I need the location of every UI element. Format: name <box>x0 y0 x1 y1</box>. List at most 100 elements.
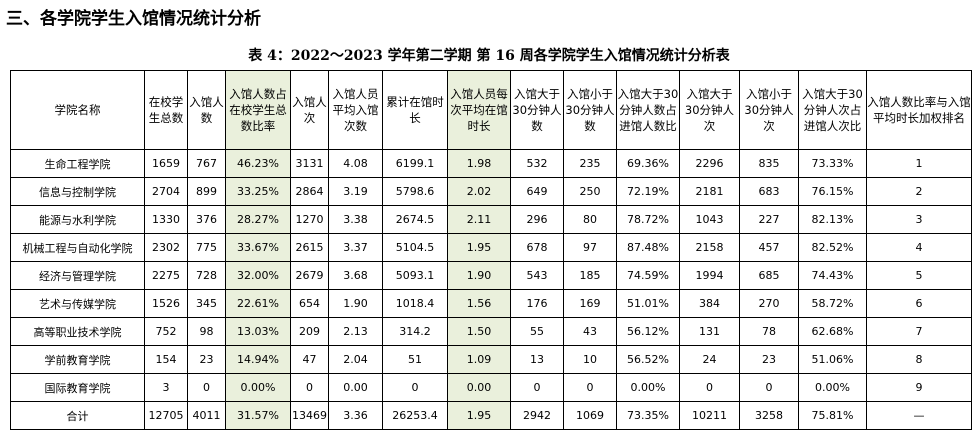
under30-visits-cell: 683 <box>739 177 799 206</box>
under30-people-cell: 43 <box>563 317 617 346</box>
visitors-cell: 728 <box>187 261 226 290</box>
total-students-cell: 1330 <box>144 205 188 234</box>
total-duration-cell: 0 <box>382 373 448 402</box>
college-name-cell: 学前教育学院 <box>10 345 145 374</box>
college-name-cell: 经济与管理学院 <box>10 261 145 290</box>
over30-people-ratio-cell: 0.00% <box>616 373 680 402</box>
total-duration-cell: 5798.6 <box>382 177 448 206</box>
visitors-cell: 4011 <box>187 401 226 430</box>
header-college-name: 学院名称 <box>10 70 145 150</box>
over30-people-cell: 543 <box>510 261 564 290</box>
over30-visits-ratio-cell: 75.81% <box>798 401 867 430</box>
over30-people-ratio-cell: 73.35% <box>616 401 680 430</box>
under30-people-cell: 97 <box>563 233 617 262</box>
visits-cell: 654 <box>290 289 329 318</box>
avg-visits-cell: 4.08 <box>328 149 383 178</box>
over30-visits-cell: 10211 <box>679 401 740 430</box>
under30-people-cell: 185 <box>563 261 617 290</box>
college-name-cell: 高等职业技术学院 <box>10 317 145 346</box>
college-name-cell: 国际教育学院 <box>10 373 145 402</box>
over30-people-cell: 296 <box>510 205 564 234</box>
weighted-rank-cell: — <box>866 401 972 430</box>
over30-visits-cell: 2158 <box>679 233 740 262</box>
weighted-rank-cell: 3 <box>866 205 972 234</box>
avg-visits-cell: 3.37 <box>328 233 383 262</box>
total-duration-cell: 6199.1 <box>382 149 448 178</box>
visits-cell: 47 <box>290 345 329 374</box>
total-students-cell: 1659 <box>144 149 188 178</box>
over30-visits-ratio-cell: 82.13% <box>798 205 867 234</box>
table-row: 经济与管理学院 2275 728 32.00% 2679 3.68 5093.1 1.90 54… <box>10 261 972 290</box>
visitor-ratio-cell: 32.00% <box>225 261 291 290</box>
total-students-cell: 2275 <box>144 261 188 290</box>
under30-people-cell: 80 <box>563 205 617 234</box>
weighted-rank-cell: 5 <box>866 261 972 290</box>
avg-duration-cell: 1.90 <box>447 261 511 290</box>
header-over30-visits-ratio: 入馆大于30分钟人次占进馆人次比 <box>798 70 867 150</box>
section-title: 三、各学院学生入馆情况统计分析 <box>6 9 261 29</box>
over30-people-cell: 2942 <box>510 401 564 430</box>
weighted-rank-cell: 8 <box>866 345 972 374</box>
table-row: 能源与水利学院 1330 376 28.27% 1270 3.38 2674.5 2.11 29… <box>10 205 972 234</box>
avg-duration-cell: 0.00 <box>447 373 511 402</box>
over30-visits-cell: 2296 <box>679 149 740 178</box>
visitor-ratio-cell: 31.57% <box>225 401 291 430</box>
over30-people-ratio-cell: 87.48% <box>616 233 680 262</box>
total-students-cell: 1526 <box>144 289 188 318</box>
visitor-ratio-cell: 28.27% <box>225 205 291 234</box>
over30-visits-cell: 1043 <box>679 205 740 234</box>
college-name-cell: 能源与水利学院 <box>10 205 145 234</box>
under30-people-cell: 250 <box>563 177 617 206</box>
under30-people-cell: 169 <box>563 289 617 318</box>
header-visits: 入馆人次 <box>290 70 329 150</box>
under30-visits-cell: 227 <box>739 205 799 234</box>
over30-visits-cell: 131 <box>679 317 740 346</box>
over30-people-ratio-cell: 69.36% <box>616 149 680 178</box>
visits-cell: 2679 <box>290 261 329 290</box>
visitors-cell: 767 <box>187 149 226 178</box>
avg-visits-cell: 3.38 <box>328 205 383 234</box>
weighted-rank-cell: 4 <box>866 233 972 262</box>
under30-people-cell: 0 <box>563 373 617 402</box>
avg-duration-cell: 1.98 <box>447 149 511 178</box>
under30-people-cell: 235 <box>563 149 617 178</box>
over30-visits-ratio-cell: 73.33% <box>798 149 867 178</box>
avg-visits-cell: 3.68 <box>328 261 383 290</box>
avg-visits-cell: 3.19 <box>328 177 383 206</box>
college-name-cell: 信息与控制学院 <box>10 177 145 206</box>
header-weighted-rank: 入馆人数比率与入馆平均时长加权排名 <box>866 70 972 150</box>
over30-visits-cell: 1994 <box>679 261 740 290</box>
total-duration-cell: 5093.1 <box>382 261 448 290</box>
under30-visits-cell: 835 <box>739 149 799 178</box>
visits-cell: 209 <box>290 317 329 346</box>
visitors-cell: 23 <box>187 345 226 374</box>
under30-people-cell: 10 <box>563 345 617 374</box>
visits-cell: 2615 <box>290 233 329 262</box>
over30-visits-ratio-cell: 62.68% <box>798 317 867 346</box>
visitor-ratio-cell: 46.23% <box>225 149 291 178</box>
over30-people-ratio-cell: 72.19% <box>616 177 680 206</box>
table-row: 生命工程学院 1659 767 46.23% 3131 4.08 6199.1 1.98 532… <box>10 149 972 178</box>
visitor-ratio-cell: 14.94% <box>225 345 291 374</box>
header-avg-duration: 入馆人员每次平均在馆时长 <box>447 70 511 150</box>
total-students-cell: 2704 <box>144 177 188 206</box>
total-students-cell: 3 <box>144 373 188 402</box>
visitors-cell: 345 <box>187 289 226 318</box>
over30-people-cell: 176 <box>510 289 564 318</box>
over30-visits-ratio-cell: 76.15% <box>798 177 867 206</box>
header-under30-visits: 入馆小于30分钟人次 <box>739 70 799 150</box>
header-under30-people: 入馆小于30分钟人数 <box>563 70 617 150</box>
total-students-cell: 12705 <box>144 401 188 430</box>
visitor-ratio-cell: 33.25% <box>225 177 291 206</box>
visits-cell: 2864 <box>290 177 329 206</box>
over30-visits-ratio-cell: 74.43% <box>798 261 867 290</box>
under30-visits-cell: 3258 <box>739 401 799 430</box>
under30-visits-cell: 0 <box>739 373 799 402</box>
visits-cell: 0 <box>290 373 329 402</box>
statistics-table: 学院名称 在校学生总数 入馆人数 入馆人数占在校学生总数比率 入馆人次 入馆人员… <box>10 70 972 430</box>
weighted-rank-cell: 7 <box>866 317 972 346</box>
over30-visits-ratio-cell: 58.72% <box>798 289 867 318</box>
visitors-cell: 899 <box>187 177 226 206</box>
college-name-cell: 生命工程学院 <box>10 149 145 178</box>
over30-people-cell: 13 <box>510 345 564 374</box>
